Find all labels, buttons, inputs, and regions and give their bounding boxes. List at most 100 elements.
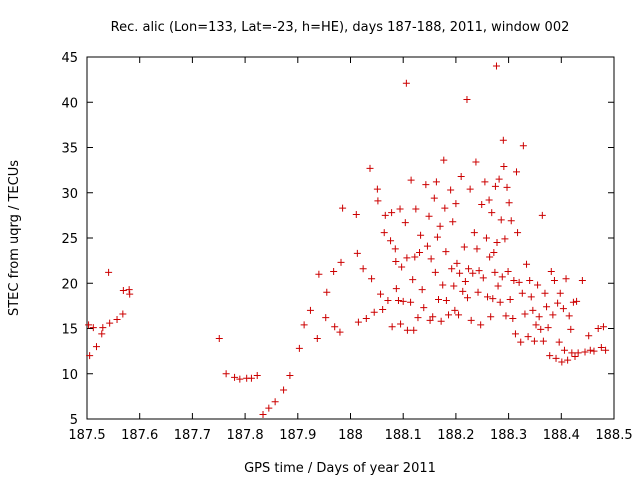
data-point <box>537 325 545 333</box>
data-point <box>461 277 469 285</box>
data-point <box>265 404 273 412</box>
data-point <box>353 249 361 257</box>
data-point <box>504 267 512 275</box>
x-tick-label: 187.9 <box>279 428 316 443</box>
data-point <box>377 290 385 298</box>
data-point <box>126 290 134 298</box>
data-point <box>493 239 501 247</box>
x-tick-label: 188.5 <box>595 428 632 443</box>
data-point <box>402 79 410 87</box>
data-point <box>460 243 468 251</box>
data-point <box>253 372 261 380</box>
x-axis-ticks: 187.5 187.6 187.7 187.8 187.9 188 188.1 188.2 18… <box>68 57 633 443</box>
data-point <box>544 324 552 332</box>
data-point <box>510 277 518 285</box>
data-point <box>441 204 449 212</box>
data-point <box>484 293 492 301</box>
data-point <box>463 294 471 302</box>
data-point <box>482 234 490 242</box>
data-point <box>487 313 495 321</box>
data-point <box>581 348 589 356</box>
data-point <box>337 258 345 266</box>
data-point <box>447 186 455 194</box>
data-point <box>445 311 453 319</box>
data-point <box>430 194 438 202</box>
y-tick-label: 45 <box>61 51 78 66</box>
data-point <box>597 344 605 352</box>
data-point <box>526 277 534 285</box>
x-tick-label: 188.1 <box>385 428 422 443</box>
x-tick-label: 188.4 <box>543 428 580 443</box>
data-point <box>119 310 127 318</box>
data-point <box>403 326 411 334</box>
data-point <box>85 321 93 329</box>
data-point <box>602 346 610 354</box>
data-point <box>399 297 407 305</box>
data-point <box>392 285 400 293</box>
data-point <box>373 185 381 193</box>
data-point <box>518 289 526 297</box>
data-point <box>425 212 433 220</box>
data-point <box>500 163 508 171</box>
data-point <box>362 315 370 323</box>
data-point <box>359 265 367 273</box>
data-point <box>222 370 230 378</box>
data-point <box>543 303 551 311</box>
data-point <box>391 245 399 253</box>
data-point <box>398 263 406 271</box>
data-point <box>92 343 100 351</box>
data-point <box>394 296 402 304</box>
data-point <box>323 288 331 296</box>
data-point <box>571 353 579 361</box>
data-point <box>549 311 557 319</box>
data-point <box>412 205 420 213</box>
data-point <box>478 201 486 209</box>
data-point <box>99 324 107 332</box>
data-point <box>562 275 570 283</box>
data-point <box>552 354 560 362</box>
data-point <box>554 299 562 307</box>
data-point <box>336 328 344 336</box>
data-point <box>498 273 506 281</box>
data-point <box>313 334 321 342</box>
data-point <box>384 296 392 304</box>
data-point <box>535 313 543 321</box>
data-point <box>414 314 422 322</box>
data-point <box>485 196 493 204</box>
y-tick-label: 40 <box>61 96 78 111</box>
data-point <box>397 320 405 328</box>
data-point <box>467 316 475 324</box>
data-point <box>247 374 255 382</box>
data-point <box>352 210 360 218</box>
data-point <box>501 235 509 243</box>
data-point <box>574 349 582 357</box>
data-point <box>453 259 461 267</box>
data-point <box>410 326 418 334</box>
y-axis-ticks: 5 10 15 20 25 30 35 40 45 <box>61 51 614 428</box>
data-point <box>300 321 308 329</box>
data-point <box>439 281 447 289</box>
data-point <box>457 172 465 180</box>
data-point <box>407 298 415 306</box>
data-point <box>426 316 434 324</box>
data-point <box>215 334 223 342</box>
data-point <box>532 321 540 329</box>
data-point <box>396 205 404 213</box>
data-point <box>236 375 244 383</box>
data-point <box>106 319 114 327</box>
data-point <box>339 204 347 212</box>
data-point <box>306 306 314 314</box>
data-point <box>392 258 400 266</box>
data-point <box>560 346 568 354</box>
data-point <box>568 349 576 357</box>
data-point <box>330 267 338 275</box>
data-point <box>491 268 499 276</box>
data-point <box>420 304 428 312</box>
data-point <box>497 216 505 224</box>
data-point <box>472 158 480 166</box>
data-point <box>366 164 374 172</box>
data-point <box>519 142 527 150</box>
data-point <box>547 267 555 275</box>
data-point <box>354 318 362 326</box>
data-point <box>550 277 558 285</box>
